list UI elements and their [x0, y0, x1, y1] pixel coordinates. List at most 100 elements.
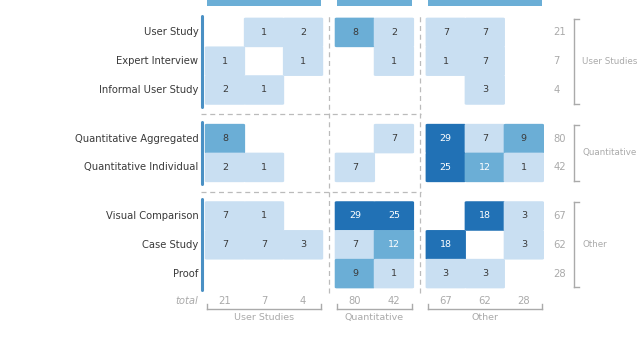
FancyBboxPatch shape [244, 230, 284, 260]
Text: 3: 3 [521, 211, 527, 220]
FancyBboxPatch shape [426, 153, 466, 182]
Text: 1: 1 [443, 57, 449, 66]
Text: 7: 7 [482, 28, 488, 37]
FancyBboxPatch shape [465, 153, 505, 182]
FancyBboxPatch shape [335, 259, 375, 288]
Text: 9: 9 [521, 134, 527, 143]
FancyBboxPatch shape [205, 46, 245, 76]
Text: Case Study: Case Study [142, 240, 198, 250]
Text: 1: 1 [521, 163, 527, 172]
Text: 3: 3 [443, 269, 449, 278]
Text: 1: 1 [261, 163, 267, 172]
Text: 3: 3 [521, 240, 527, 249]
Text: 18: 18 [440, 240, 452, 249]
FancyBboxPatch shape [205, 201, 245, 231]
FancyBboxPatch shape [374, 259, 414, 288]
FancyBboxPatch shape [465, 75, 505, 105]
FancyBboxPatch shape [426, 230, 466, 260]
Text: 7: 7 [443, 28, 449, 37]
FancyBboxPatch shape [244, 75, 284, 105]
Text: 28: 28 [554, 269, 566, 279]
FancyBboxPatch shape [335, 153, 375, 182]
Bar [207, 0, 321, 6]
FancyBboxPatch shape [244, 18, 284, 47]
Text: 1: 1 [222, 57, 228, 66]
Text: 12: 12 [479, 163, 491, 172]
Text: Quantitative Individual: Quantitative Individual [84, 162, 198, 172]
FancyBboxPatch shape [205, 75, 245, 105]
Text: Quantitative Aggregated: Quantitative Aggregated [75, 134, 198, 144]
Text: User Studies: User Studies [234, 313, 294, 322]
Text: 21: 21 [554, 27, 566, 37]
Text: 8: 8 [352, 28, 358, 37]
Text: Quantitative: Quantitative [345, 313, 404, 322]
Text: 42: 42 [388, 296, 400, 306]
FancyBboxPatch shape [374, 201, 414, 231]
Text: 1: 1 [300, 57, 306, 66]
Text: 1: 1 [261, 211, 267, 220]
Text: 62: 62 [479, 296, 491, 306]
Text: 3: 3 [300, 240, 306, 249]
FancyBboxPatch shape [504, 153, 544, 182]
Text: 2: 2 [222, 163, 228, 172]
FancyBboxPatch shape [465, 18, 505, 47]
Text: 7: 7 [222, 240, 228, 249]
FancyBboxPatch shape [374, 230, 414, 260]
Text: 80: 80 [349, 296, 361, 306]
Text: 1: 1 [391, 57, 397, 66]
FancyBboxPatch shape [465, 46, 505, 76]
Bar [337, 0, 412, 6]
Text: 2: 2 [391, 28, 397, 37]
Text: 7: 7 [391, 134, 397, 143]
FancyBboxPatch shape [335, 18, 375, 47]
FancyBboxPatch shape [426, 259, 466, 288]
FancyBboxPatch shape [244, 153, 284, 182]
FancyBboxPatch shape [465, 201, 505, 231]
Text: 62: 62 [554, 240, 566, 250]
Text: 7: 7 [352, 240, 358, 249]
Text: Informal User Study: Informal User Study [99, 85, 198, 95]
FancyBboxPatch shape [504, 201, 544, 231]
Text: Other: Other [582, 240, 607, 249]
FancyBboxPatch shape [426, 124, 466, 153]
Text: 21: 21 [219, 296, 231, 306]
Text: Quantitative: Quantitative [582, 148, 637, 157]
FancyBboxPatch shape [335, 201, 375, 231]
Text: User Studies: User Studies [582, 57, 638, 66]
Text: 7: 7 [261, 296, 267, 306]
Text: 7: 7 [554, 56, 560, 66]
Text: 3: 3 [482, 85, 488, 94]
Text: 80: 80 [554, 134, 566, 144]
FancyBboxPatch shape [504, 124, 544, 153]
FancyBboxPatch shape [465, 124, 505, 153]
FancyBboxPatch shape [244, 201, 284, 231]
Text: 18: 18 [479, 211, 491, 220]
Text: 4: 4 [554, 85, 560, 95]
Text: 1: 1 [261, 28, 267, 37]
Text: 29: 29 [440, 134, 452, 143]
Text: 9: 9 [352, 269, 358, 278]
Text: 12: 12 [388, 240, 400, 249]
FancyBboxPatch shape [374, 46, 414, 76]
Text: User Study: User Study [143, 27, 198, 37]
Text: 7: 7 [222, 211, 228, 220]
Text: 7: 7 [352, 163, 358, 172]
Text: 42: 42 [554, 162, 566, 172]
Text: 7: 7 [482, 57, 488, 66]
Text: 29: 29 [349, 211, 361, 220]
Text: Visual Comparison: Visual Comparison [106, 211, 198, 221]
Text: 1: 1 [261, 85, 267, 94]
Text: 4: 4 [300, 296, 306, 306]
Text: 2: 2 [300, 28, 306, 37]
FancyBboxPatch shape [374, 18, 414, 47]
FancyBboxPatch shape [283, 230, 323, 260]
Text: 8: 8 [222, 134, 228, 143]
FancyBboxPatch shape [205, 230, 245, 260]
Text: Other: Other [471, 313, 499, 322]
FancyBboxPatch shape [205, 153, 245, 182]
Text: 28: 28 [518, 296, 530, 306]
FancyBboxPatch shape [374, 124, 414, 153]
Text: 1: 1 [391, 269, 397, 278]
FancyBboxPatch shape [426, 46, 466, 76]
FancyBboxPatch shape [465, 259, 505, 288]
